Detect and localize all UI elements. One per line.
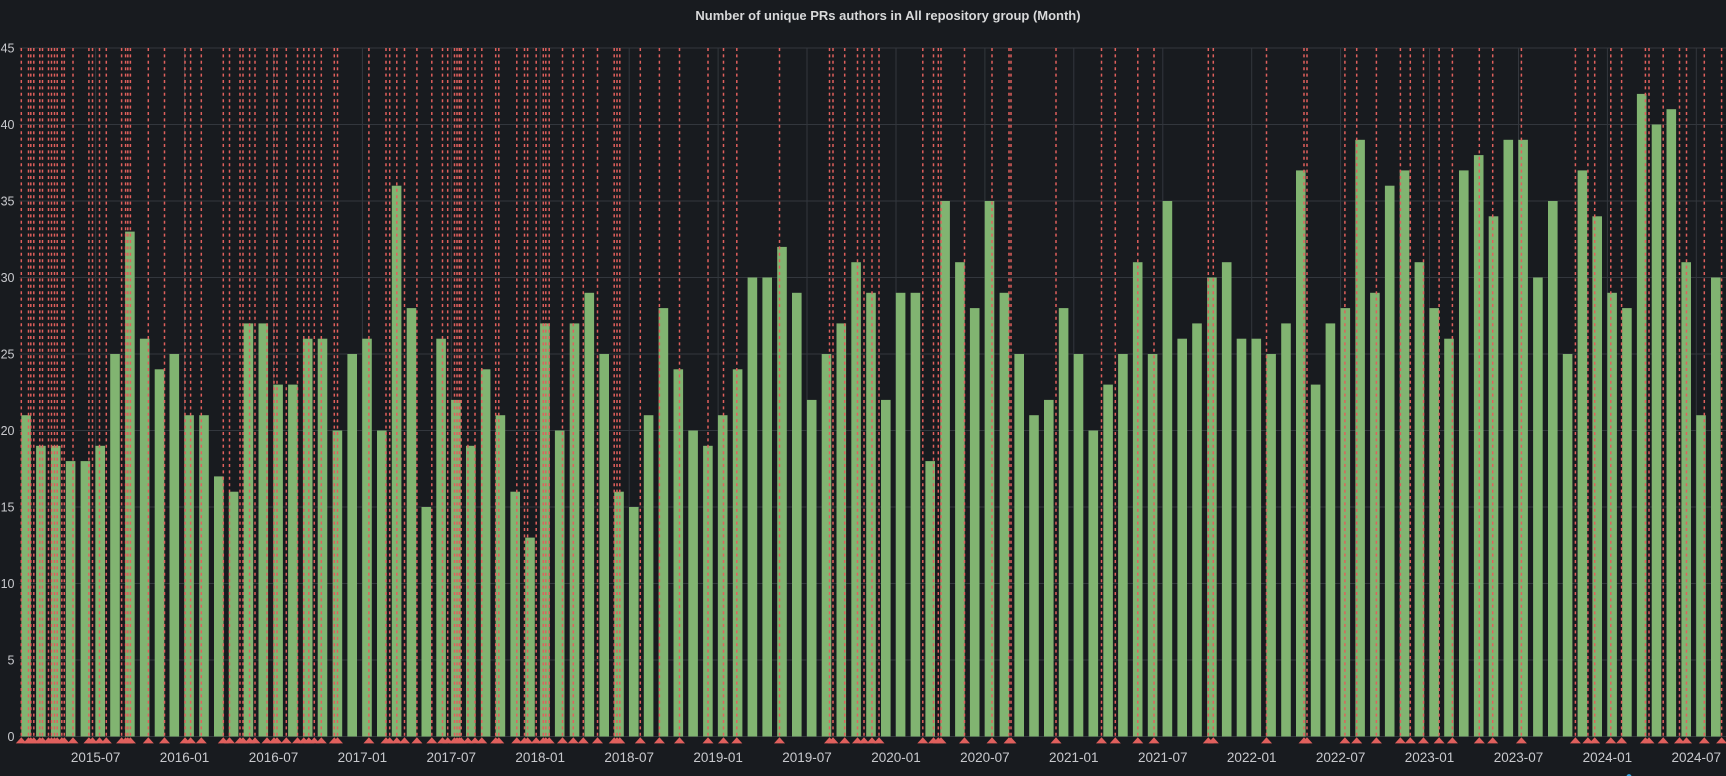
svg-text:45: 45	[1, 42, 15, 56]
svg-text:2017-01: 2017-01	[338, 750, 388, 765]
svg-text:5: 5	[8, 654, 15, 668]
svg-text:40: 40	[1, 118, 15, 132]
svg-text:35: 35	[1, 195, 15, 209]
svg-text:2016-01: 2016-01	[160, 750, 210, 765]
svg-text:2018-01: 2018-01	[515, 750, 565, 765]
svg-text:2015-07: 2015-07	[71, 750, 121, 765]
svg-text:2022-07: 2022-07	[1316, 750, 1366, 765]
svg-text:2017-07: 2017-07	[427, 750, 477, 765]
svg-text:0: 0	[8, 730, 15, 744]
svg-text:30: 30	[1, 271, 15, 285]
svg-text:2016-07: 2016-07	[249, 750, 299, 765]
svg-text:2020-01: 2020-01	[871, 750, 921, 765]
svg-text:Number of unique PRs authors i: Number of unique PRs authors in All repo…	[695, 8, 1080, 23]
svg-text:2023-01: 2023-01	[1405, 750, 1455, 765]
svg-text:2019-07: 2019-07	[782, 750, 832, 765]
svg-text:25: 25	[1, 348, 15, 362]
svg-text:10: 10	[1, 577, 15, 591]
svg-text:2022-01: 2022-01	[1227, 750, 1277, 765]
svg-text:2024-07: 2024-07	[1672, 750, 1722, 765]
svg-text:2021-01: 2021-01	[1049, 750, 1099, 765]
svg-text:2020-07: 2020-07	[960, 750, 1010, 765]
svg-text:2018-07: 2018-07	[604, 750, 654, 765]
svg-text:2023-07: 2023-07	[1494, 750, 1544, 765]
svg-text:2021-07: 2021-07	[1138, 750, 1188, 765]
svg-text:2024-01: 2024-01	[1583, 750, 1633, 765]
svg-text:20: 20	[1, 424, 15, 438]
svg-text:2019-01: 2019-01	[693, 750, 743, 765]
svg-text:15: 15	[1, 501, 15, 515]
